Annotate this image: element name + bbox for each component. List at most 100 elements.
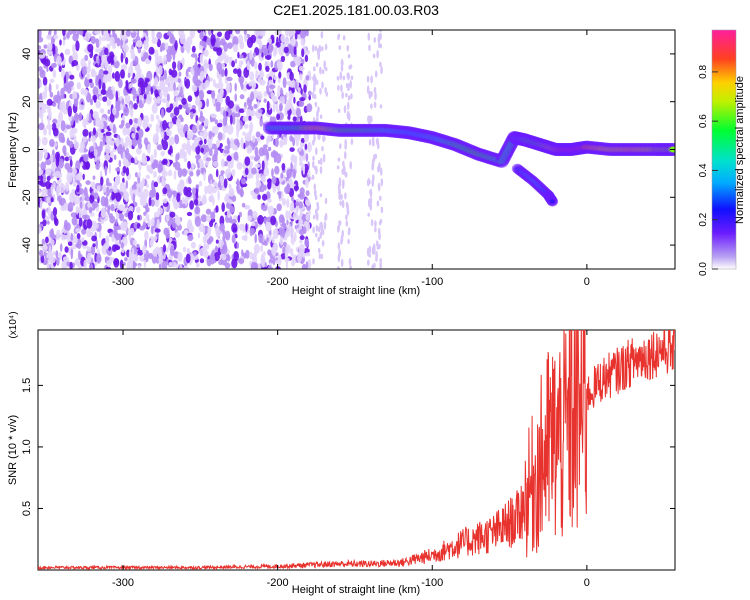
x-tick-label: -100 [421,577,443,589]
noise-speckle [252,52,256,58]
noise-speckle [227,161,234,169]
noise-speckle [231,60,236,68]
noise-speckle [124,203,128,209]
noise-speckle [154,97,157,108]
noise-speckle [56,256,60,266]
noise-speckle [155,123,160,134]
noise-speckle [99,132,103,141]
noise-speckle [377,33,381,42]
noise-speckle [62,30,66,37]
noise-speckle [88,206,93,214]
noise-speckle [278,71,282,79]
noise-speckle [348,257,352,266]
noise-speckle [122,158,129,167]
noise-speckle [61,64,65,69]
noise-speckle [167,149,172,155]
noise-speckle [319,157,323,166]
spectrogram-y-label: Frequency (Hz) [7,112,19,188]
noise-speckle [104,144,111,155]
noise-speckle [258,40,263,50]
noise-speckle [136,243,140,248]
noise-speckle [86,73,91,80]
noise-speckle [50,154,54,163]
noise-speckle [367,259,370,266]
noise-speckle [290,60,296,68]
noise-speckle [159,46,163,53]
noise-speckle [189,171,194,177]
noise-speckle [77,250,81,261]
noise-speckle [58,111,64,123]
noise-speckle [90,36,96,44]
noise-speckle [377,184,381,192]
noise-speckle [341,60,344,66]
noise-speckle [53,127,59,137]
noise-speckle [47,206,51,216]
noise-speckle [141,155,148,165]
noise-speckle [38,175,44,180]
noise-speckle [95,239,98,250]
noise-speckle [154,246,161,255]
noise-speckle [56,153,60,163]
noise-speckle [290,161,293,169]
noise-speckle [58,132,65,143]
noise-speckle [153,171,157,178]
noise-speckle [312,226,315,234]
noise-speckle [178,83,181,92]
noise-speckle [131,184,137,191]
noise-speckle [156,144,163,151]
noise-speckle [258,30,265,37]
noise-speckle [367,115,370,124]
y-tick-label: -40 [21,237,33,253]
noise-speckle [134,156,138,164]
noise-speckle [146,184,149,188]
noise-speckle [130,61,134,68]
noise-speckle [148,197,152,207]
noise-speckle [129,104,132,115]
noise-speckle [182,151,187,159]
noise-speckle [180,87,183,98]
noise-speckle [245,223,248,232]
noise-speckle [95,48,101,53]
noise-speckle [291,108,297,116]
noise-speckle [204,66,208,75]
noise-speckle [223,178,228,189]
noise-speckle [234,146,238,151]
noise-speckle [347,86,350,92]
noise-speckle [92,201,99,208]
noise-speckle [73,195,80,205]
noise-speckle [298,65,305,72]
noise-speckle [298,201,303,209]
noise-speckle [313,94,317,100]
noise-speckle [87,252,91,264]
noise-speckle [253,243,260,254]
noise-speckle [226,76,233,82]
noise-speckle [57,195,62,202]
noise-speckle [294,56,301,66]
noise-speckle [289,147,295,153]
noise-speckle [307,90,312,96]
noise-speckle [238,60,243,69]
noise-speckle [64,162,70,170]
noise-speckle [370,103,373,109]
noise-speckle [76,184,80,193]
noise-speckle [82,129,89,137]
noise-speckle [259,70,265,78]
noise-speckle [178,71,182,77]
noise-speckle [150,154,154,164]
noise-speckle [41,136,48,146]
noise-speckle [256,91,263,101]
noise-speckle [185,69,189,78]
noise-speckle [250,261,257,269]
noise-speckle [314,101,318,108]
noise-speckle [299,30,307,39]
noise-speckle [202,226,206,235]
noise-speckle [115,90,119,102]
noise-speckle [250,190,255,196]
noise-speckle [273,154,277,163]
noise-speckle [280,55,286,63]
noise-speckle [80,87,85,95]
noise-speckle [253,103,258,109]
noise-speckle [236,161,243,170]
noise-speckle [190,66,195,75]
